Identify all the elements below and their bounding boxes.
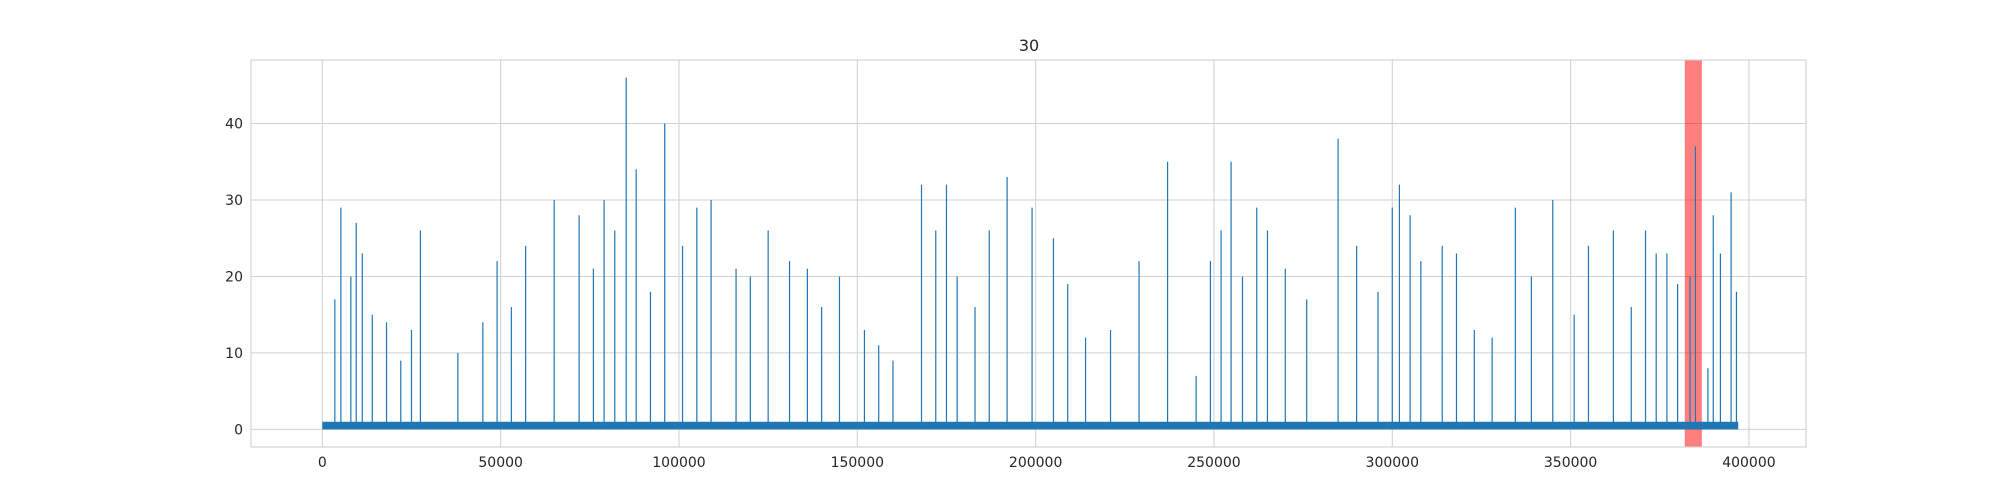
highlight-span-layer [1684,60,1702,447]
y-tick-label: 0 [234,422,243,438]
chart-title: 30 [1019,36,1039,55]
y-tick-label: 20 [225,269,243,285]
baseline-bar-band [322,421,1739,430]
y-tick-label: 10 [225,346,243,362]
x-tick-labels: 0 50000 100000 150000 200000 250000 300000 3500… [318,455,1776,471]
x-tick-label: 50000 [478,455,523,471]
y-tick-labels: 0 10 20 30 40 [225,116,243,438]
x-tick-label: 100000 [652,455,705,471]
plot-frame [250,59,1807,448]
highlight-span [1684,60,1702,447]
y-tick-label: 30 [225,193,243,209]
x-tick-label: 0 [318,455,327,471]
x-tick-label: 400000 [1722,455,1775,471]
y-tick-label: 40 [225,116,243,132]
x-tick-label: 150000 [831,455,884,471]
x-tick-label: 200000 [1009,455,1062,471]
bars-layer [322,77,1739,430]
x-tick-label: 250000 [1187,455,1240,471]
x-tick-label: 350000 [1544,455,1597,471]
grid-lines [251,60,1806,447]
x-tick-label: 300000 [1366,455,1419,471]
